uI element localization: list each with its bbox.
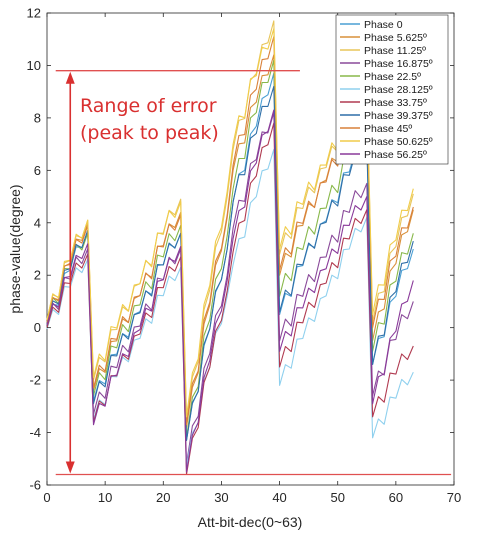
x-tick-label: 10 — [98, 490, 112, 505]
y-tick-label: 2 — [34, 268, 41, 283]
legend-entry: Phase 0 — [364, 19, 403, 31]
series-line-7 — [46, 85, 414, 441]
range-annotation: Range of error (peak to peak) — [55, 70, 452, 476]
x-tick-label: 0 — [43, 490, 50, 505]
x-tick-label: 50 — [330, 490, 344, 505]
range-arrow-head-up — [65, 71, 75, 84]
y-tick-label: -4 — [29, 425, 41, 440]
x-tick-label: 20 — [156, 490, 170, 505]
series-line-10 — [46, 109, 414, 473]
legend-entry: Phase 33.75º — [364, 97, 427, 109]
y-tick-label: 12 — [27, 6, 41, 21]
ticks-layer: 0 10 20 30 40 50 60 70 -6 -4 -2 0 2 4 6 8 10 12 — [27, 6, 462, 506]
y-tick-label: -6 — [29, 478, 41, 493]
legend-entry: Phase 22.5º — [364, 71, 421, 83]
legend-entry: Phase 45º — [364, 123, 412, 135]
legend-entry: Phase 50.625º — [364, 136, 433, 148]
legend-entry: Phase 56.25º — [364, 149, 427, 161]
y-tick-label: 4 — [34, 215, 41, 230]
legend-entry: Phase 39.375º — [364, 110, 433, 122]
x-tick-label: 70 — [447, 490, 461, 505]
legend-entry: Phase 5.625º — [364, 32, 427, 44]
x-axis-title: Att-bit-dec(0~63) — [198, 514, 303, 530]
range-label-line2: (peak to peak) — [80, 122, 219, 144]
y-axis-title: phase-value(degree) — [7, 184, 23, 313]
x-tick-label: 40 — [272, 490, 286, 505]
range-arrow-head-down — [65, 461, 75, 474]
series-line-3 — [46, 112, 414, 465]
x-tick-label: 60 — [389, 490, 403, 505]
y-tick-label: 6 — [34, 163, 41, 178]
legend-entry: Phase 11.25º — [364, 45, 426, 57]
y-tick-label: -2 — [29, 373, 41, 388]
y-tick-label: 10 — [27, 58, 41, 73]
x-tick-label: 30 — [214, 490, 228, 505]
y-tick-label: 8 — [34, 110, 41, 125]
y-tick-label: 0 — [34, 320, 41, 335]
range-label-line1: Range of error — [80, 95, 217, 117]
legend-entry: Phase 16.875º — [364, 58, 433, 70]
legend-entry: Phase 28.125º — [364, 84, 433, 96]
